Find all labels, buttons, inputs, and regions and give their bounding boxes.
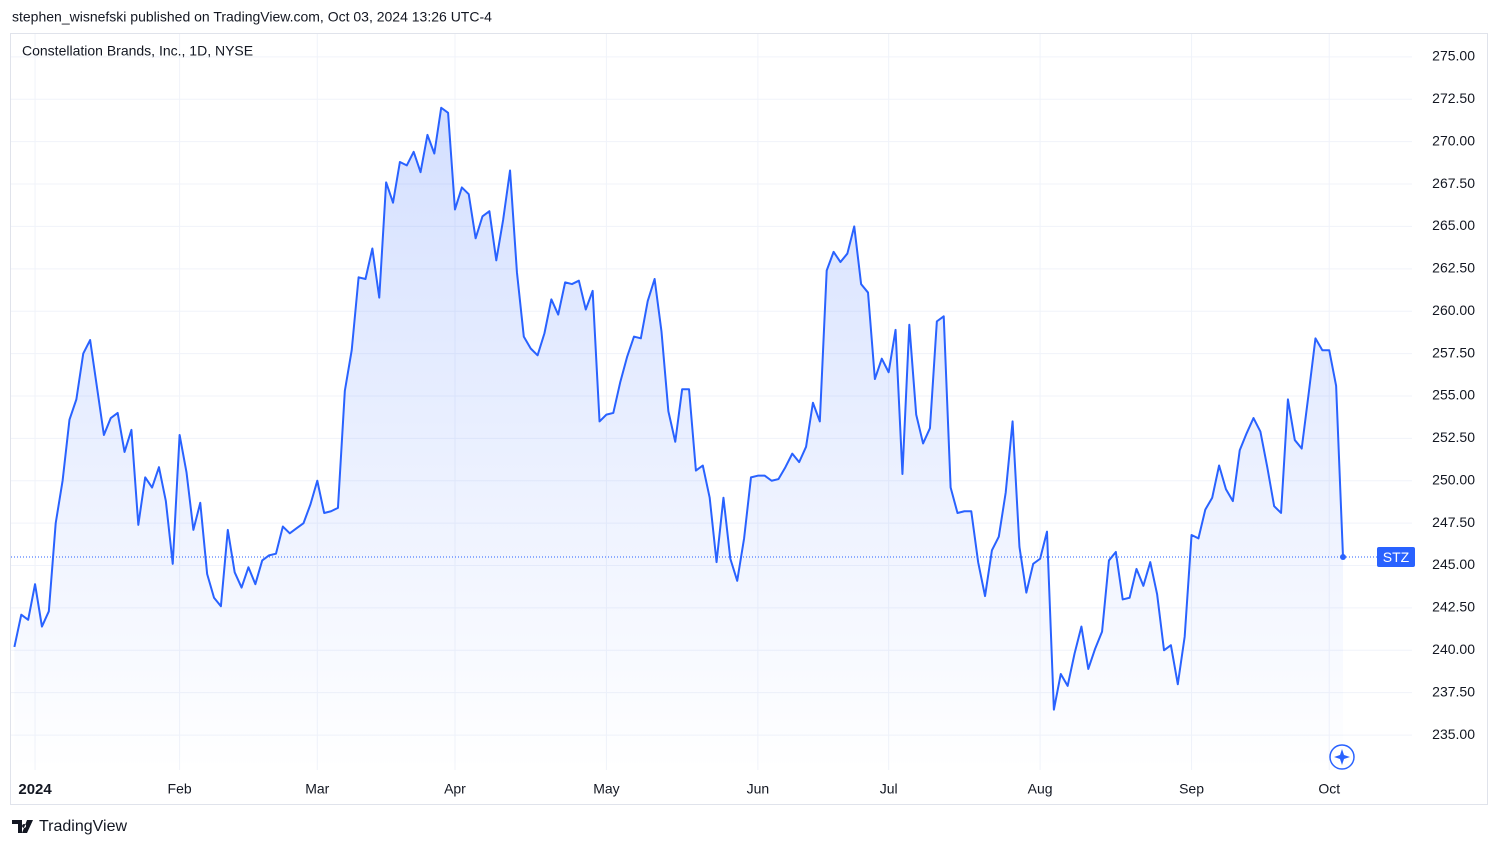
x-tick-label: Oct — [1318, 781, 1340, 797]
x-tick-label: Aug — [1028, 781, 1053, 797]
y-tick-label: 255.00 — [1432, 387, 1475, 403]
x-tick-label: Feb — [168, 781, 192, 797]
axis-layer: 235.00 237.50 240.00 242.50 245.00 247.50 250.… — [18, 48, 1475, 798]
data-layer — [11, 106, 1412, 770]
y-tick-label: 247.50 — [1432, 514, 1475, 530]
symbol-label: STZ — [1383, 549, 1410, 565]
y-tick-label: 250.00 — [1432, 471, 1475, 487]
y-tick-label: 267.50 — [1432, 175, 1475, 191]
y-tick-label: 240.00 — [1432, 641, 1475, 657]
x-tick-label: Jun — [747, 781, 770, 797]
scroll-button-icon — [1334, 749, 1350, 765]
logo-icon — [12, 820, 33, 833]
y-tick-label: 242.50 — [1432, 599, 1475, 615]
publisher-header: stephen_wisnefski published on TradingVi… — [12, 9, 492, 25]
x-tick-label: Sep — [1179, 781, 1204, 797]
y-tick-label: 275.00 — [1432, 48, 1475, 64]
grid-layer — [11, 34, 1412, 770]
y-tick-label: 262.50 — [1432, 260, 1475, 276]
y-tick-label: 260.00 — [1432, 302, 1475, 318]
y-tick-label: 237.50 — [1432, 683, 1475, 699]
logo-text: TradingView — [39, 818, 127, 835]
scroll-button[interactable] — [1329, 744, 1355, 770]
x-tick-label: 2024 — [18, 781, 52, 798]
chart-title: Constellation Brands, Inc., 1D, NYSE — [22, 43, 253, 59]
y-tick-label: 252.50 — [1432, 429, 1475, 445]
x-tick-label: Jul — [880, 781, 898, 797]
y-tick-label: 245.00 — [1432, 556, 1475, 572]
y-tick-label: 235.00 — [1432, 726, 1475, 742]
y-tick-label: 257.50 — [1432, 344, 1475, 360]
tradingview-logo[interactable]: TradingView — [12, 818, 127, 835]
y-tick-label: 272.50 — [1432, 90, 1475, 106]
y-tick-label: 265.00 — [1432, 217, 1475, 233]
last-price-dot — [1340, 554, 1346, 561]
area-fill — [14, 107, 1343, 770]
chart-frame — [10, 33, 1488, 805]
symbol-label-box — [1377, 547, 1415, 568]
price-line — [13, 106, 1344, 711]
x-tick-label: Mar — [305, 781, 329, 797]
x-tick-label: May — [593, 781, 619, 797]
y-tick-label: 270.00 — [1432, 132, 1475, 148]
x-tick-label: Apr — [444, 781, 466, 797]
